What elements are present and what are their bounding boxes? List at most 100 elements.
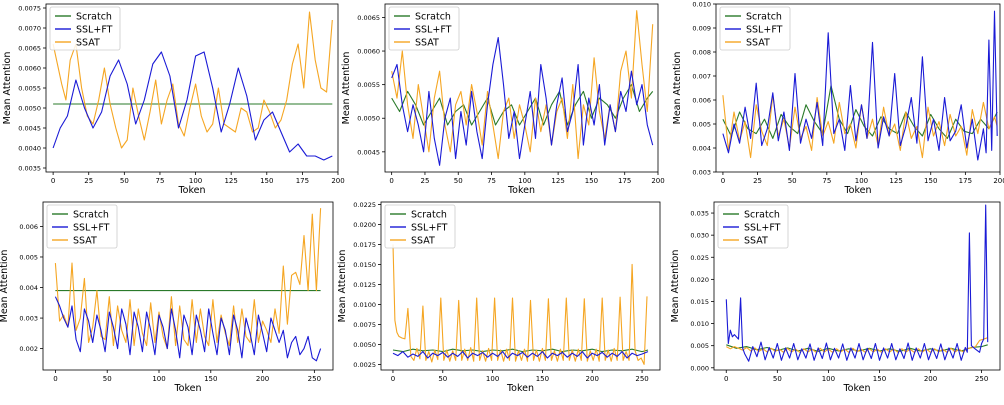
y-tick-label: 0.0075 [353,321,376,329]
x-tick-label: 250 [635,375,648,383]
y-axis-label: Mean Attention [341,52,352,125]
x-tick-label: 125 [551,177,564,185]
x-tick-label: 175 [618,177,631,185]
y-tick-label: 0.005 [690,342,709,350]
x-axis-label: Token [506,383,534,394]
y-tick-label: 0.0025 [353,361,376,369]
legend: Scratch SSL+FT SSAT [46,204,118,249]
legend-entry-label: SSAT [746,38,770,49]
chart-panel-3: 0 25 50 75 100 125 150 175 200 0.003 0.004 0.005 0.0… [672,1,1004,197]
y-tick-label: 0.0200 [353,221,376,229]
legend: Scratch SSL+FT SSAT [719,6,791,51]
x-tick-label: 100 [189,177,202,185]
plot-frame [715,3,1001,173]
legend-box [46,204,118,249]
series-line-ssat [722,94,998,159]
legend-entry-label: Scratch [744,210,780,221]
x-tick-label: 0 [51,177,55,185]
y-tick-label: 0.010 [692,1,711,9]
y-tick-label: 0.0225 [353,201,376,209]
x-tick-label: 250 [308,375,321,383]
chart-panel-1: 0 25 50 75 100 125 150 175 200 0.0035 0.0040 0.0045… [2,3,345,196]
x-tick-label: 100 [486,375,499,383]
y-tick-label: 0.0045 [18,125,41,133]
y-tick-label: 0.0065 [18,45,41,53]
chart-panel-5: 0 50 100 150 200 250 0.0025 0.0050 0.0075 0.0100 0… [337,201,661,394]
legend-entry-label: Scratch [411,210,447,221]
y-tick-label: 0.0100 [353,301,376,309]
y-tick-label: 0.010 [690,320,709,328]
x-tick-label: 100 [855,177,868,185]
legend-box [717,204,789,249]
plot-frame [713,201,1001,371]
series-line-ssat [392,244,648,365]
x-tick-label: 25 [420,177,429,185]
x-tick-label: 200 [924,375,937,383]
x-axis-label: Token [843,185,871,196]
series-line-ssl-ft [392,351,649,359]
x-tick-label: 50 [438,375,447,383]
y-tick-label: 0.0055 [357,81,380,89]
x-tick-label: 200 [256,375,269,383]
y-tick-label: 0.007 [692,73,711,81]
legend-entry-label: Scratch [746,12,782,23]
x-tick-label: 150 [204,375,217,383]
legend: Scratch SSL+FT SSAT [717,204,789,249]
x-axis-label: Token [177,185,205,196]
plot-frame [384,3,659,173]
x-tick-label: 0 [53,375,57,383]
x-tick-label: 200 [586,375,599,383]
series-line-ssl-ft [52,51,333,161]
x-tick-label: 25 [84,177,93,185]
x-axis-label: Token [173,383,201,394]
x-tick-label: 50 [773,375,782,383]
chart-panel-2: 0 25 50 75 100 125 150 175 200 0.0045 0.0050 0.0055… [341,3,665,196]
x-tick-label: 50 [120,177,129,185]
series-line-ssat [54,208,322,350]
legend-entry-label: SSL+FT [76,25,113,36]
legend-box [384,204,456,249]
legend-entry-label: SSL+FT [746,25,783,36]
series-line-ssl-ft [391,37,654,166]
y-tick-label: 0.002 [19,345,38,353]
x-tick-label: 200 [331,177,344,185]
y-tick-label: 0.0060 [18,65,41,73]
y-tick-label: 0.030 [690,232,709,240]
series-line-ssl-ft [54,296,322,362]
legend-box [49,6,121,51]
y-tick-label: 0.0050 [18,105,41,113]
x-tick-label: 50 [454,177,463,185]
y-tick-label: 0.009 [692,25,711,33]
x-tick-label: 125 [889,177,902,185]
plot-frame [42,201,334,371]
x-tick-label: 125 [224,177,237,185]
x-tick-label: 150 [924,177,937,185]
legend: Scratch SSL+FT SSAT [49,6,121,51]
series-line-ssl-ft [722,10,998,161]
legend-entry-label: SSAT [73,236,97,247]
series-line-ssat [52,11,333,149]
x-tick-label: 0 [724,375,728,383]
y-tick-label: 0.008 [692,49,711,57]
series-line-ssl-ft [725,204,989,362]
x-tick-label: 0 [391,375,395,383]
y-tick-label: 0.000 [690,364,709,372]
plot-frame [380,201,661,371]
y-axis-label: Mean Attention [670,250,681,323]
series-line-scratch [392,348,649,353]
x-tick-label: 150 [873,375,886,383]
legend-entry-label: SSAT [411,236,435,247]
y-tick-label: 0.005 [19,253,38,261]
chart-panel-6: 0 50 100 150 200 250 0.000 0.005 0.010 0.015 0.020… [670,201,1001,394]
x-tick-label: 100 [822,375,835,383]
y-axis-label: Mean Attention [672,52,683,125]
legend-entry-label: Scratch [415,12,451,23]
y-axis-label: Mean Attention [0,250,10,323]
x-tick-label: 150 [536,375,549,383]
y-tick-label: 0.003 [692,169,711,177]
x-tick-label: 175 [296,177,309,185]
y-tick-label: 0.004 [692,145,711,153]
x-tick-label: 200 [651,177,664,185]
